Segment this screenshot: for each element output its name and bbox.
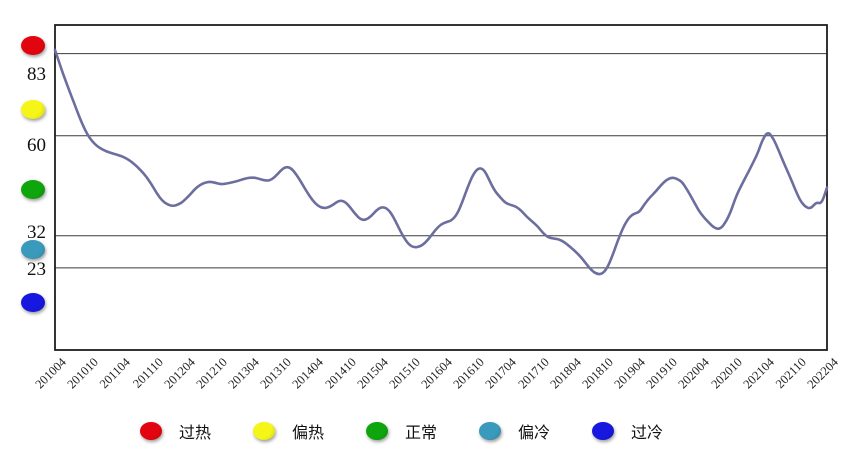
y-threshold-label-60: 60 [27, 135, 46, 156]
y-threshold-label-83: 83 [27, 64, 46, 85]
zone-dot-2 [21, 100, 45, 119]
legend-item-5: 过冷 [592, 419, 663, 443]
zone-dot-1 [21, 36, 45, 55]
zone-dot-3 [21, 180, 45, 199]
legend-dot-2 [253, 422, 275, 440]
legend-dot-1 [140, 422, 162, 440]
legend-item-1: 过热 [140, 419, 211, 443]
legend-label-4: 偏冷 [518, 425, 551, 442]
zone-dot-5 [21, 293, 45, 312]
legend-label-2: 偏热 [292, 425, 325, 442]
legend-item-3: 正常 [366, 419, 437, 443]
y-threshold-label-32: 32 [27, 222, 46, 243]
zone-dot-4 [21, 240, 45, 259]
legend-label-5: 过冷 [631, 425, 664, 442]
legend-item-4: 偏冷 [479, 419, 550, 443]
legend-dot-3 [366, 422, 388, 440]
legend-dot-5 [592, 422, 614, 440]
legend-dot-4 [479, 422, 501, 440]
legend-label-1: 过热 [179, 425, 212, 442]
legend-item-2: 偏热 [253, 419, 324, 443]
index-line [53, 48, 829, 276]
plot-border [54, 24, 828, 351]
legend-label-3: 正常 [405, 425, 438, 442]
y-threshold-label-23: 23 [27, 259, 46, 280]
